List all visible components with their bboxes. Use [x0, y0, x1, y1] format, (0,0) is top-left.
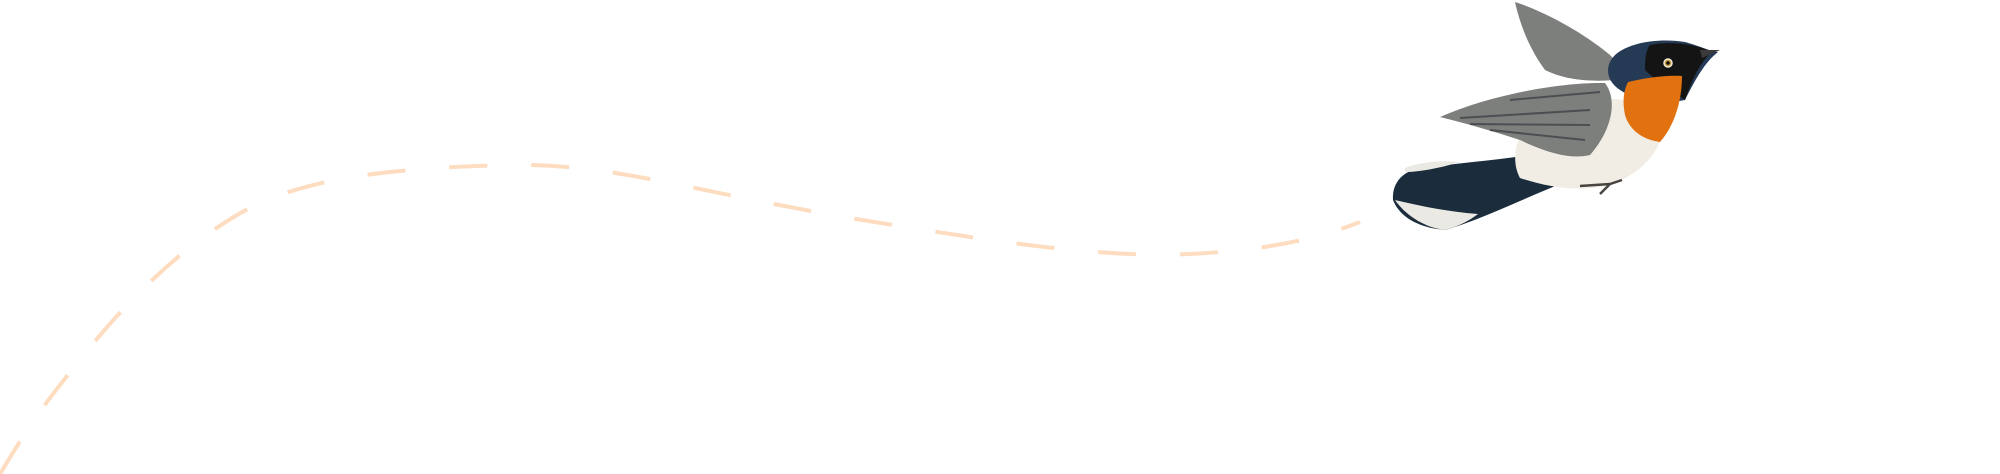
bird-throat	[1623, 75, 1682, 142]
bird-beak	[1700, 50, 1720, 58]
bird-upper-wing	[1515, 2, 1620, 81]
bird-mask	[1645, 43, 1712, 100]
bird-tail-tip	[1395, 200, 1478, 230]
bird-wing-feathers	[1459, 91, 1601, 141]
bird-feet	[1579, 178, 1623, 195]
dashed-flight-path	[0, 162, 1361, 474]
bird	[1392, 2, 1720, 230]
bird-tail-tip-upper	[1405, 161, 1460, 172]
